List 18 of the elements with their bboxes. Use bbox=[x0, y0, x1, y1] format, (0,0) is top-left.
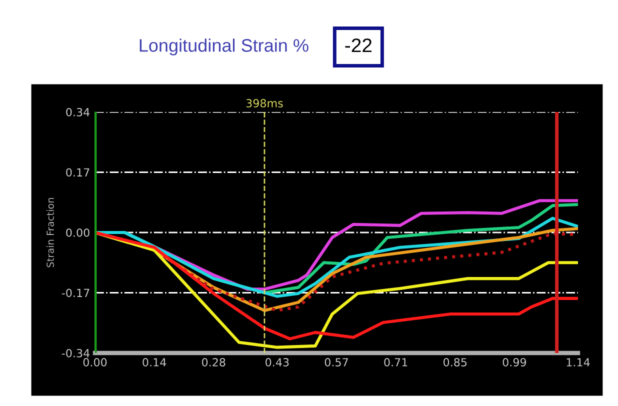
x-tick-label: 0.71 bbox=[384, 358, 408, 366]
x-tick-label: 0.57 bbox=[324, 358, 348, 366]
text: -22 bbox=[345, 38, 372, 52]
y-tick-label: 0.00 bbox=[66, 228, 90, 237]
x-tick-label: 0.28 bbox=[202, 358, 226, 366]
y-tick-label: -0.34 bbox=[62, 348, 90, 358]
chart-title: Longitudinal Strain % bbox=[140, 38, 308, 56]
x-tick-label: 0.00 bbox=[83, 358, 107, 366]
y-tick-label: 0.17 bbox=[66, 168, 90, 177]
y-tick-label: -0.17 bbox=[62, 288, 90, 298]
x-tick-label: 0.85 bbox=[443, 358, 467, 366]
x-tick-label: 0.43 bbox=[266, 358, 289, 366]
ref-line-label: 398ms bbox=[246, 99, 283, 108]
y-axis-title: Strain Fraction bbox=[46, 198, 54, 268]
x-tick-label: 0.99 bbox=[502, 358, 526, 366]
y-tick-label: 0.34 bbox=[66, 108, 90, 116]
x-tick-label: 0.14 bbox=[142, 358, 166, 366]
x-tick-label: 1.14 bbox=[566, 358, 590, 366]
